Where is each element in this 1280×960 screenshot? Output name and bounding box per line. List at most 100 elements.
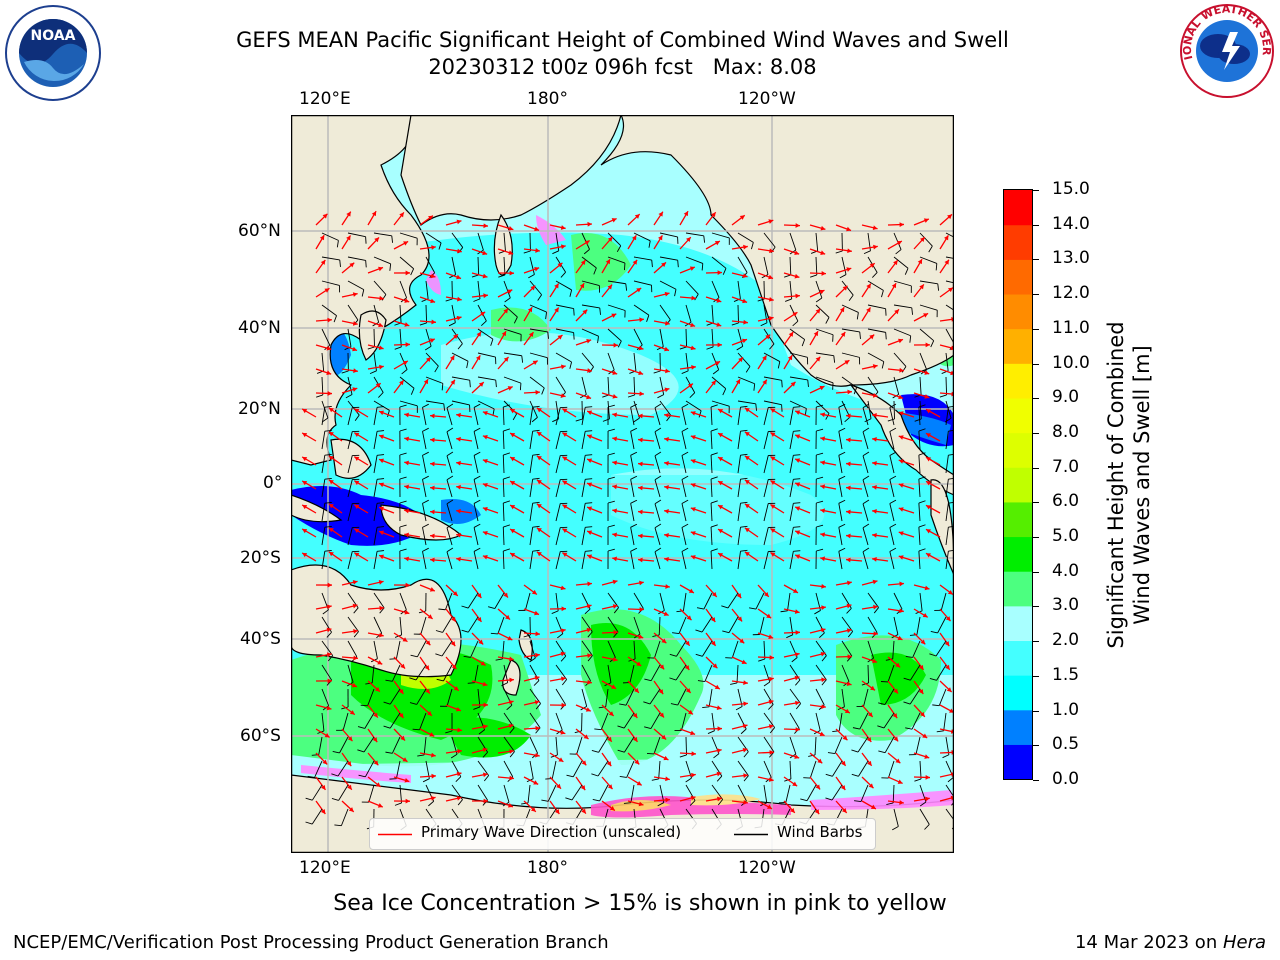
- wind-barb-feather: [424, 345, 432, 351]
- wave-direction-arrowhead: [664, 412, 669, 418]
- wave-direction-arrowhead: [839, 307, 845, 313]
- wind-barb-feather: [630, 499, 638, 504]
- wave-direction-arrowhead: [453, 686, 459, 691]
- wave-direction-arrowhead: [787, 355, 793, 361]
- wave-direction-arrowhead: [795, 223, 800, 228]
- wave-direction-arrowhead: [846, 413, 851, 419]
- wave-direction-arrowhead: [872, 579, 878, 585]
- wind-barb-feather: [743, 775, 749, 782]
- wind-barb-feather: [914, 778, 922, 782]
- wind-barb-feather: [763, 681, 771, 687]
- wave-direction-arrowhead: [612, 556, 618, 562]
- wind-barb: [937, 616, 947, 634]
- wind-barb-feather: [585, 550, 593, 552]
- wave-direction-arrowhead: [792, 312, 798, 317]
- wind-barb: [630, 455, 635, 474]
- wind-barb: [703, 592, 713, 610]
- wave-direction-arrowhead: [944, 641, 950, 647]
- wind-barb: [809, 760, 817, 779]
- wind-barb-feather: [903, 701, 911, 705]
- wind-barb-feather: [839, 274, 847, 279]
- wind-barb: [918, 551, 921, 570]
- wave-direction-arrowhead: [536, 503, 542, 509]
- wave-direction-arrowhead: [866, 283, 871, 289]
- wave-direction-arrowhead: [302, 504, 308, 510]
- wind-barb: [347, 232, 366, 238]
- wind-barb: [685, 736, 687, 756]
- wind-barb: [789, 616, 794, 635]
- wave-direction-arrowhead: [898, 531, 904, 536]
- wind-barb-feather: [435, 630, 443, 633]
- wind-barb: [649, 688, 661, 705]
- wave-direction-arrowhead: [531, 589, 537, 595]
- wind-barb-feather: [385, 751, 393, 754]
- wind-barb: [919, 304, 938, 311]
- wave-direction-arrowhead: [924, 370, 930, 375]
- wave-direction-arrowhead: [536, 551, 542, 557]
- wind-barb: [399, 616, 403, 635]
- wind-barb-feather: [656, 346, 664, 351]
- wave-direction-arrowhead: [821, 704, 826, 709]
- wind-barb: [893, 352, 907, 367]
- wind-barb: [943, 712, 947, 731]
- wave-direction-arrowhead: [790, 807, 795, 813]
- wind-barb: [529, 431, 534, 450]
- wind-barb: [347, 304, 359, 321]
- wind-barb: [681, 551, 687, 570]
- wind-barb: [581, 688, 588, 707]
- wind-barb-feather: [781, 380, 783, 388]
- wave-direction-arrowhead: [638, 461, 643, 467]
- wave-direction-arrowhead: [638, 801, 644, 807]
- wind-barb: [337, 760, 349, 777]
- wind-barb-feather: [446, 547, 454, 553]
- wind-barb: [502, 550, 505, 570]
- wind-barb: [318, 736, 323, 755]
- wave-direction-arrowhead: [510, 553, 516, 558]
- wind-barb: [884, 736, 895, 753]
- wind-barb-feather: [509, 751, 515, 758]
- wave-direction-arrowhead: [664, 320, 670, 326]
- wave-direction-arrowhead: [535, 725, 540, 731]
- wind-barb-feather: [819, 632, 825, 639]
- wind-barb-feather: [354, 414, 360, 421]
- wave-direction-arrowhead: [690, 459, 696, 464]
- wave-direction-arrowhead: [770, 480, 776, 485]
- wind-barb-feather: [394, 802, 402, 806]
- wind-barb-feather: [753, 383, 756, 391]
- wind-barb: [422, 551, 427, 570]
- wind-barb: [831, 784, 843, 801]
- wave-direction-arrowhead: [872, 557, 877, 562]
- wave-direction-arrowhead: [451, 664, 457, 670]
- wave-direction-arrowhead: [430, 533, 435, 539]
- wave-direction-arrowhead: [691, 295, 696, 301]
- wave-direction-arrowhead: [302, 432, 308, 438]
- wave-direction-arrowhead: [348, 807, 354, 812]
- wind-barb: [838, 431, 843, 450]
- wind-barb: [581, 664, 591, 682]
- wave-direction-arrowhead: [820, 651, 826, 657]
- wind-barb: [529, 455, 534, 474]
- wave-direction-arrowhead: [844, 708, 850, 714]
- wind-barb-feather: [341, 706, 349, 710]
- wave-direction-arrowhead: [866, 737, 872, 743]
- wave-direction-arrowhead: [612, 604, 618, 609]
- wind-barb: [893, 280, 912, 287]
- colorbar-band: [1004, 501, 1032, 538]
- wind-barb-feather: [623, 802, 631, 804]
- wave-direction-arrowhead: [582, 309, 588, 315]
- wave-direction-arrowhead: [476, 616, 482, 622]
- wind-barb: [347, 551, 353, 570]
- wave-direction-arrowhead: [379, 295, 384, 301]
- wave-direction-arrowhead: [483, 223, 488, 229]
- wave-direction-arrowhead: [920, 711, 925, 717]
- wave-direction-arrowhead: [560, 225, 566, 230]
- wind-barb-feather: [513, 316, 518, 324]
- wind-barb-feather: [552, 250, 559, 255]
- wind-barb: [945, 551, 949, 570]
- wind-barb: [838, 527, 843, 546]
- wind-barb-feather: [815, 297, 823, 303]
- wave-direction-arrowhead: [820, 250, 826, 255]
- colorbar-tick-mark: [1033, 502, 1039, 504]
- wind-barb-feather: [878, 702, 886, 706]
- wind-barb: [444, 592, 453, 610]
